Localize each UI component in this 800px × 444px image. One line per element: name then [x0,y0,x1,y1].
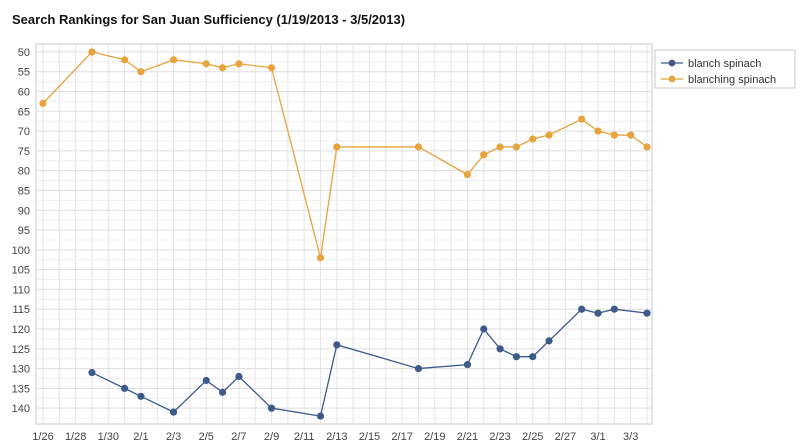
y-tick-label: 115 [12,304,30,316]
x-tick-label: 3/1 [590,431,605,443]
x-tick-label: 2/13 [326,431,347,443]
y-tick-label: 60 [18,87,30,99]
data-point [137,392,145,400]
data-point [267,64,276,72]
data-point [463,361,472,369]
grid [35,43,653,425]
data-point [218,388,227,396]
data-point [235,372,243,381]
x-tick-label: 3/3 [623,431,638,443]
data-point [169,408,178,416]
legend-box [654,49,796,89]
legend: blanch spinach blanching spinach [654,49,796,89]
data-point [316,254,325,262]
x-tick-label: 2/19 [424,431,445,443]
x-tick-label: 1/28 [65,431,86,443]
y-tick-label: 90 [18,205,30,217]
legend-label: blanch spinach [688,58,761,70]
data-point [496,345,504,353]
data-point [316,412,325,420]
x-tick-label: 2/5 [199,431,214,443]
data-point [414,364,423,373]
data-point [610,305,618,313]
y-tick-label: 125 [12,344,30,356]
series-layer [39,48,651,420]
chart-title: Search Rankings for San Juan Sufficiency… [12,12,406,27]
y-tick-label: 95 [18,225,30,237]
y-tick-label: 130 [12,364,30,376]
data-point [137,68,145,76]
series-blanching-spinach [39,48,651,262]
y-tick-label: 80 [18,166,30,178]
y-tick-label: 65 [18,106,30,118]
data-point [643,143,651,151]
x-tick-label: 2/27 [555,431,576,443]
axes: 50 55 60 65 70 75 80 85 90 95 100 105 110 115 120 125 13… [12,47,639,443]
legend-swatch-marker [668,59,676,67]
data-point [235,60,243,68]
x-tick-label: 2/3 [166,431,181,443]
data-point [512,353,521,361]
y-tick-label: 50 [18,47,30,59]
y-tick-label: 135 [12,383,30,395]
data-point [333,341,341,349]
data-point [578,305,586,313]
y-tick-label: 120 [12,324,30,336]
x-tick-label: 2/23 [489,431,510,443]
y-tick-label: 105 [12,265,30,277]
y-tick-label: 70 [18,126,30,138]
data-point [578,115,586,123]
x-tick-label: 1/26 [32,431,53,443]
data-point [267,404,276,412]
x-tick-label: 2/17 [391,431,412,443]
y-tick-label: 75 [18,146,30,158]
data-point [169,56,178,64]
data-point [512,143,521,151]
data-point [121,384,129,392]
x-tick-label: 1/30 [98,431,119,443]
data-point [333,143,341,151]
data-point [88,368,96,377]
y-tick-label: 55 [18,67,30,79]
series-blanch-spinach [88,305,651,420]
x-tick-label: 2/21 [457,431,478,443]
data-point [643,309,651,317]
data-point [594,127,602,135]
data-point [480,151,488,159]
x-tick-label: 2/9 [264,431,279,443]
x-tick-label: 2/1 [133,431,148,443]
data-point [218,64,227,72]
data-point [88,48,96,56]
x-tick-label: 2/11 [294,431,315,443]
y-tick-label: 110 [12,284,30,296]
data-point [529,135,537,143]
x-tick-label: 2/15 [359,431,380,443]
y-tick-label: 100 [12,245,30,257]
data-point [545,337,553,345]
data-point [202,60,210,68]
data-point [202,376,210,385]
data-point [414,143,423,151]
y-tick-label: 140 [12,403,30,415]
data-point [463,171,472,179]
y-tick-label: 85 [18,185,30,197]
data-point [39,99,47,107]
data-point [610,131,618,139]
legend-swatch-marker [668,75,676,83]
legend-label: blanching spinach [688,74,776,86]
data-point [627,131,635,139]
data-point [480,325,488,333]
data-point [594,309,602,317]
x-tick-label: 2/25 [522,431,543,443]
data-point [121,56,129,64]
data-point [496,143,504,151]
data-point [545,131,553,139]
data-point [529,353,537,361]
x-tick-label: 2/7 [231,431,246,443]
